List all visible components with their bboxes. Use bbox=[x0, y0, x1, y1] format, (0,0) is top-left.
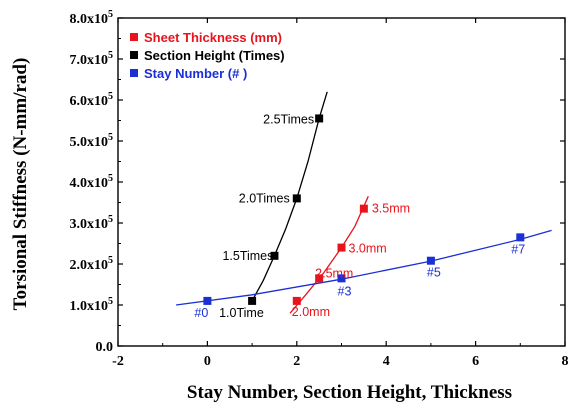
y-tick-label: 4.0x105 bbox=[70, 173, 114, 191]
data-point bbox=[315, 274, 324, 283]
x-tick-label: 2 bbox=[293, 354, 300, 369]
x-tick-label: 4 bbox=[383, 354, 390, 369]
legend-marker bbox=[130, 51, 138, 59]
legend-marker bbox=[130, 69, 138, 77]
point-labels: 2.0mm 2.5mm 3.0mm 3.5mm 1.0Time 1.5Times 2.0Ti… bbox=[194, 112, 525, 319]
data-point bbox=[292, 296, 301, 305]
y-tick-label: 7.0x105 bbox=[70, 50, 114, 68]
y-tick-label: 3.0x105 bbox=[70, 214, 114, 232]
data-points bbox=[203, 114, 525, 305]
data-point bbox=[359, 204, 368, 213]
point-label: 1.5Times bbox=[222, 249, 273, 263]
y-tick-label: 0.0 bbox=[96, 340, 114, 355]
point-label: 2.5mm bbox=[315, 266, 353, 280]
legend-label: Sheet Thickness (mm) bbox=[144, 30, 282, 45]
legend-label: Section Height (Times) bbox=[144, 48, 285, 63]
point-label: 3.5mm bbox=[372, 202, 410, 216]
data-point bbox=[248, 296, 257, 305]
axes: -2 0 2 4 6 8 0.0 1.0x105 2.0x105 3.0x105 4.0x105 5.… bbox=[70, 9, 569, 369]
y-tick-label: 2.0x105 bbox=[70, 255, 114, 273]
fit-curve bbox=[251, 91, 328, 302]
point-label: 2.0Times bbox=[239, 191, 290, 205]
point-label: 1.0Time bbox=[219, 306, 264, 320]
y-tick-label: 8.0x105 bbox=[70, 9, 114, 27]
data-point bbox=[203, 296, 212, 305]
point-label: #0 bbox=[194, 306, 208, 320]
point-label: 2.5Times bbox=[263, 112, 314, 126]
x-tick-label: 6 bbox=[472, 354, 479, 369]
point-label: 3.0mm bbox=[349, 242, 387, 256]
fit-curve bbox=[289, 196, 369, 314]
fit-curves bbox=[176, 91, 552, 314]
x-tick-label: -2 bbox=[112, 354, 124, 369]
data-point bbox=[270, 251, 279, 260]
point-label: #3 bbox=[338, 284, 352, 298]
y-axis-title: Torsional Stiffness (N-mm/rad) bbox=[10, 58, 31, 311]
data-point bbox=[315, 114, 324, 123]
x-axis-title: Stay Number, Section Height, Thickness bbox=[187, 382, 512, 403]
legend: Sheet Thickness (mm) Section Height (Time… bbox=[130, 30, 285, 81]
y-tick-label: 5.0x105 bbox=[70, 132, 114, 150]
y-tick-label: 1.0x105 bbox=[70, 296, 114, 314]
x-tick-label: 0 bbox=[204, 354, 211, 369]
legend-marker bbox=[130, 33, 138, 41]
data-point bbox=[292, 194, 301, 203]
data-point bbox=[337, 243, 346, 252]
x-tick-label: 8 bbox=[562, 354, 569, 369]
legend-label: Stay Number (# ) bbox=[144, 66, 247, 81]
data-point bbox=[426, 256, 435, 265]
y-tick-label: 6.0x105 bbox=[70, 91, 114, 109]
point-label: 2.0mm bbox=[292, 305, 330, 319]
point-label: #7 bbox=[511, 242, 525, 256]
point-label: #5 bbox=[427, 266, 441, 280]
data-point bbox=[516, 233, 525, 242]
data-point bbox=[337, 274, 346, 283]
fit-curve bbox=[176, 229, 552, 306]
